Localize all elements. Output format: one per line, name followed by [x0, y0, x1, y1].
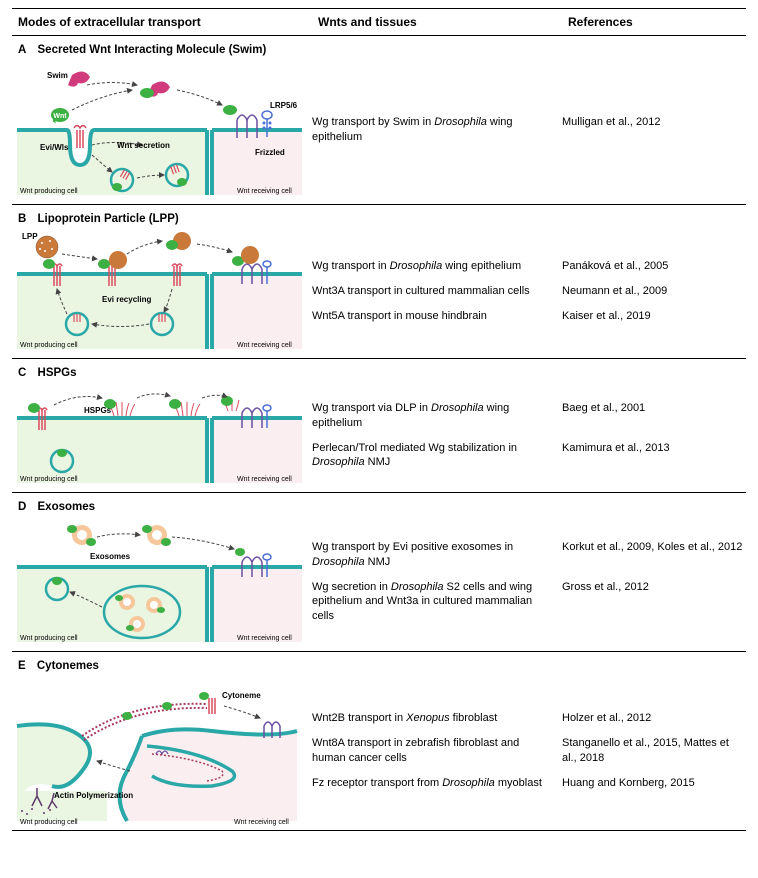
refs-text: Gross et al., 2012 — [562, 580, 746, 625]
refs-text: Huang and Kornberg, 2015 — [562, 776, 746, 791]
svg-text:Evi/Wls: Evi/Wls — [40, 143, 69, 152]
svg-text:LPP: LPP — [22, 232, 38, 241]
panel-letter: E — [18, 660, 26, 672]
refs-text: Stanganello et al., 2015, Mattes et al.,… — [562, 736, 746, 766]
diagram-d: Exosomes Wnt producing cell Wnt receivin… — [12, 517, 312, 647]
wnts-text: Wnt3A transport in cultured mammalian ce… — [312, 284, 562, 299]
svg-text:Wnt receiving cell: Wnt receiving cell — [237, 188, 292, 195]
svg-text:Exosomes: Exosomes — [90, 552, 131, 561]
wnts-text: Perlecan/Trol mediated Wg stabilization … — [312, 441, 562, 471]
diagram-a: Wnt — [12, 60, 312, 200]
panel-letter: C — [18, 367, 26, 379]
text-row: Wg transport by Swim in Drosophila wing … — [312, 115, 746, 145]
svg-text:Frizzled: Frizzled — [255, 148, 285, 157]
header-row: Modes of extracellular transport Wnts an… — [12, 8, 746, 36]
panel-a: A Secreted Wnt Interacting Molecule (Swi… — [12, 36, 746, 205]
panel-title-text: Secreted Wnt Interacting Molecule (Swim) — [38, 44, 267, 56]
svg-text:Evi recycling: Evi recycling — [102, 295, 151, 304]
panel-d-title: D Exosomes — [12, 499, 746, 517]
panel-title-text: HSPGs — [38, 367, 77, 379]
figure-container: Modes of extracellular transport Wnts an… — [0, 0, 758, 843]
panel-e-text: Wnt2B transport in Xenopus fibroblastHol… — [312, 711, 746, 790]
svg-text:Wnt producing cell: Wnt producing cell — [20, 819, 78, 826]
refs-text: Mulligan et al., 2012 — [562, 115, 746, 145]
refs-text: Holzer et al., 2012 — [562, 711, 746, 726]
header-col-refs: References — [568, 15, 746, 29]
svg-text:Wnt: Wnt — [53, 113, 67, 120]
svg-text:Actin Polymerization: Actin Polymerization — [54, 791, 133, 800]
panel-letter: D — [18, 501, 26, 513]
diagram-c: HSPGs Wnt producing cell Wnt receiving c… — [12, 383, 312, 488]
wnts-text: Fz receptor transport from Drosophila my… — [312, 776, 562, 791]
panel-a-text: Wg transport by Swim in Drosophila wing … — [312, 115, 746, 145]
svg-text:Wnt receiving cell: Wnt receiving cell — [237, 635, 292, 642]
diagram-b: LPP Evi recycling Wnt producing cell Wnt… — [12, 229, 312, 354]
svg-text:Wnt producing cell: Wnt producing cell — [20, 635, 78, 642]
header-col-wnts: Wnts and tissues — [318, 15, 568, 29]
refs-text: Kaiser et al., 2019 — [562, 309, 746, 324]
wnts-text: Wg transport by Evi positive exosomes in… — [312, 540, 562, 570]
panel-a-title: A Secreted Wnt Interacting Molecule (Swi… — [12, 42, 746, 60]
svg-text:Wnt producing cell: Wnt producing cell — [20, 342, 78, 349]
svg-text:Wnt receiving cell: Wnt receiving cell — [234, 819, 289, 826]
panel-title-text: Lipoprotein Particle (LPP) — [38, 213, 179, 225]
diagram-e: Cytoneme Actin Polymerization Wnt produc… — [12, 676, 312, 826]
panel-b-text: Wg transport in Drosophila wing epitheli… — [312, 259, 746, 324]
wnts-text: Wnt5A transport in mouse hindbrain — [312, 309, 562, 324]
refs-text: Baeg et al., 2001 — [562, 401, 746, 431]
wnts-text: Wnt2B transport in Xenopus fibroblast — [312, 711, 562, 726]
wnts-text: Wg secretion in Drosophila S2 cells and … — [312, 580, 562, 625]
header-col-modes: Modes of extracellular transport — [18, 15, 318, 29]
panel-b-title: B Lipoprotein Particle (LPP) — [12, 211, 746, 229]
svg-text:Wnt receiving cell: Wnt receiving cell — [237, 342, 292, 349]
panel-letter: B — [18, 213, 26, 225]
svg-text:Wnt producing cell: Wnt producing cell — [20, 476, 78, 483]
svg-text:HSPGs: HSPGs — [84, 406, 112, 415]
svg-text:LRP5/6: LRP5/6 — [270, 101, 298, 110]
wnts-text: Wg transport via DLP in Drosophila wing … — [312, 401, 562, 431]
wnts-text: Wg transport by Swim in Drosophila wing … — [312, 115, 562, 145]
wnts-text: Wg transport in Drosophila wing epitheli… — [312, 259, 562, 274]
panel-c-text: Wg transport via DLP in Drosophila wing … — [312, 401, 746, 470]
svg-text:Wnt secretion: Wnt secretion — [117, 141, 170, 150]
panel-e: E Cytonemes — [12, 652, 746, 831]
refs-text: Korkut et al., 2009, Koles et al., 2012 — [562, 540, 746, 570]
svg-text:Wnt producing cell: Wnt producing cell — [20, 188, 78, 195]
refs-text: Neumann et al., 2009 — [562, 284, 746, 299]
panel-e-title: E Cytonemes — [12, 658, 746, 676]
refs-text: Panáková et al., 2005 — [562, 259, 746, 274]
panel-d-text: Wg transport by Evi positive exosomes in… — [312, 540, 746, 624]
svg-text:Wnt receiving cell: Wnt receiving cell — [237, 476, 292, 483]
panel-title-text: Exosomes — [38, 501, 96, 513]
refs-text: Kamimura et al., 2013 — [562, 441, 746, 471]
panel-d: D Exosomes — [12, 493, 746, 652]
panel-c: C HSPGs — [12, 359, 746, 493]
svg-text:Swim: Swim — [47, 71, 68, 80]
panel-letter: A — [18, 44, 26, 56]
panel-c-title: C HSPGs — [12, 365, 746, 383]
wnts-text: Wnt8A transport in zebrafish fibroblast … — [312, 736, 562, 766]
panel-title-text: Cytonemes — [37, 660, 99, 672]
panel-b: B Lipoprotein Particle (LPP) — [12, 205, 746, 359]
svg-text:Cytoneme: Cytoneme — [222, 691, 261, 700]
